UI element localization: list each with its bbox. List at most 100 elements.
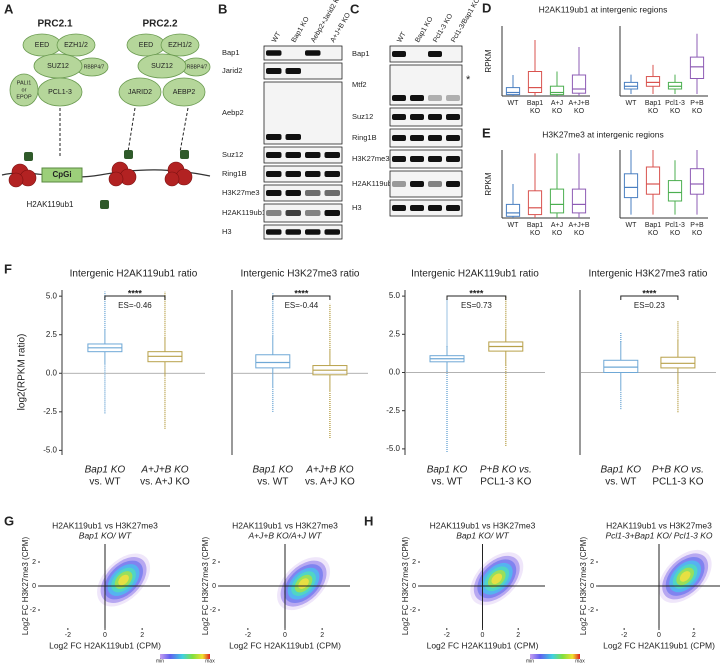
y-tick-label: 2.5	[46, 330, 58, 339]
subunit-label: EED	[139, 42, 153, 49]
arrows	[59, 107, 189, 158]
band	[305, 210, 321, 216]
panel-label: G	[4, 513, 14, 528]
blot-frame	[263, 45, 343, 61]
row-label: H2AK119ub1	[352, 179, 396, 188]
category-label: Bap1	[645, 100, 661, 107]
subunit-label: EED	[35, 42, 49, 49]
band	[428, 51, 442, 57]
box	[645, 76, 661, 87]
box	[505, 203, 521, 217]
y-tick-label: -2	[210, 607, 216, 614]
category-label: PCL1-3 KO	[480, 477, 531, 488]
sig-stars: ****	[128, 288, 143, 298]
band	[410, 181, 424, 187]
blot-frame	[389, 45, 463, 63]
band	[266, 229, 282, 235]
lane-label: WT	[271, 30, 283, 44]
effect-size: ES=-0.46	[118, 301, 152, 310]
sig-stars: ****	[642, 288, 657, 298]
x-axis-label: Log2 FC H2AK119ub1 (CPM)	[49, 640, 161, 650]
category-label: A+J+B	[568, 100, 589, 107]
band	[285, 68, 301, 74]
band	[266, 50, 282, 56]
row-label: Bap1	[222, 48, 240, 57]
panel-label: E	[482, 125, 491, 140]
colorbar-label: min	[526, 658, 534, 664]
effect-size: ES=0.23	[634, 301, 665, 310]
row-label: H3	[352, 203, 362, 212]
panel-label: C	[350, 1, 360, 16]
band	[305, 229, 321, 235]
band	[410, 156, 424, 162]
panel-title: H2AK119ub1 at intergenic regions	[539, 4, 668, 14]
note: *	[466, 74, 471, 86]
band	[285, 152, 301, 158]
band	[324, 171, 340, 177]
subunit	[160, 33, 200, 57]
box	[571, 188, 587, 214]
colorbar-label: max	[575, 658, 585, 664]
row-label: Mtf2	[352, 80, 367, 89]
panel-label: B	[218, 1, 227, 16]
band	[266, 210, 282, 216]
band	[392, 156, 406, 162]
box	[571, 74, 587, 94]
subunit-label: RBBP4/7	[84, 64, 105, 70]
lane-label: Pcl1-3/Bap1 KO	[450, 0, 481, 44]
category-label: P+B	[690, 222, 704, 229]
x-tick-label: -2	[245, 632, 251, 639]
box	[549, 85, 565, 96]
blot-frame	[263, 184, 343, 202]
y-tick-label: 2	[212, 559, 216, 566]
plot-title: H2AK119ub1 vs H3K27me3	[430, 520, 536, 530]
box	[549, 188, 565, 214]
band	[446, 51, 460, 57]
y-tick-label: 5.0	[389, 291, 401, 300]
box	[689, 56, 705, 79]
row-label: H3	[222, 227, 232, 236]
category-label: A+J	[551, 222, 563, 229]
band	[266, 134, 282, 140]
plot-title: Intergenic H2AK119ub1 ratio	[411, 269, 539, 280]
category-label: vs. A+J KO	[305, 477, 355, 488]
category-label: Bap1 KO	[427, 465, 468, 476]
density	[118, 574, 129, 586]
band	[392, 181, 406, 187]
sig-bracket	[272, 295, 331, 300]
category-label: KO	[574, 108, 585, 115]
band	[324, 229, 340, 235]
y-tick-label: 0.0	[46, 368, 58, 377]
blot-frame	[263, 224, 343, 240]
blot-frame	[263, 62, 343, 80]
effect-size: ES=0.73	[461, 301, 492, 310]
box	[255, 354, 291, 369]
colorbar	[530, 654, 580, 659]
category-label: vs. WT	[605, 477, 636, 488]
mark-label: H2AK119ub1	[27, 200, 75, 209]
row-label: Bap1	[352, 49, 370, 58]
band	[446, 181, 460, 187]
y-tick-label: 2	[32, 559, 36, 566]
band	[266, 190, 282, 196]
category-label: A+J+B KO	[305, 465, 353, 476]
plot-title: A+J+B KO/A+J WT	[248, 530, 323, 540]
y-tick-label: -2.5	[386, 406, 400, 415]
subunit	[137, 53, 187, 79]
cpg-label: CpGi	[52, 170, 71, 179]
x-tick-label: -2	[621, 632, 627, 639]
category-label: KO	[648, 108, 659, 115]
category-label: Bap1 KO	[85, 465, 126, 476]
panel-title: H3K27me3 at intergenic regions	[542, 129, 663, 139]
y-tick-label: 0	[590, 583, 594, 590]
category-label: vs. WT	[431, 477, 462, 488]
band	[285, 171, 301, 177]
blot-frame	[389, 128, 463, 148]
nucleosomes	[8, 161, 193, 188]
box	[645, 166, 661, 195]
row-label: Suz12	[222, 150, 243, 159]
plot-title: H2AK119ub1 vs H3K27me3	[232, 520, 338, 530]
category-label: Bap1	[527, 100, 543, 107]
box	[527, 71, 543, 93]
